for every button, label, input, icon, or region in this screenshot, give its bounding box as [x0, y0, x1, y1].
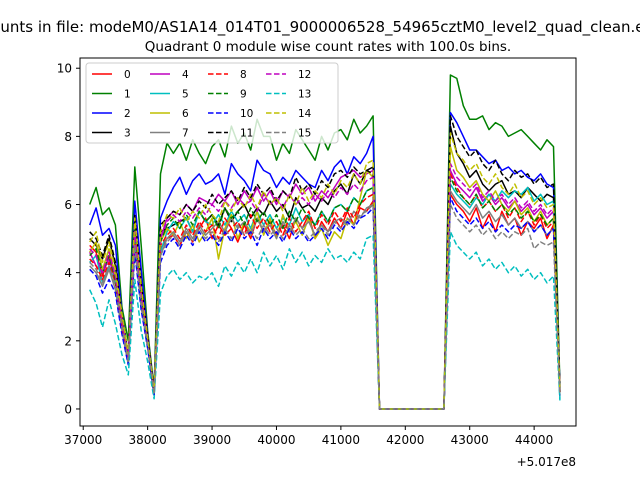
x-tick-label: 44000 [515, 433, 553, 447]
legend-label-6: 6 [182, 108, 189, 120]
x-offset-label: +5.017e8 [517, 455, 576, 469]
series-line-11 [89, 115, 561, 410]
x-tick-label: 41000 [322, 433, 360, 447]
legend-label-10: 10 [240, 108, 253, 120]
y-tick-label: 4 [64, 266, 72, 280]
legend-label-1: 1 [124, 89, 131, 101]
legend-label-11: 11 [240, 128, 253, 140]
legend-label-0: 0 [124, 69, 131, 81]
figure-suptitle: Counts in file: modeM0/AS1A14_014T01_900… [0, 18, 640, 37]
series-lines [88, 74, 561, 410]
series-line-13 [89, 231, 561, 410]
y-tick-label: 10 [57, 62, 72, 76]
series-line-14 [89, 132, 561, 410]
y-axis: 0 2 4 6 8 10 [57, 62, 80, 416]
legend-label-9: 9 [240, 89, 247, 101]
x-axis: 37000 38000 39000 40000 41000 42000 43000 44000 [64, 426, 553, 447]
series-line-8 [89, 173, 561, 410]
x-tick-label: 38000 [129, 433, 167, 447]
series-line-12 [89, 162, 561, 410]
legend-label-3: 3 [124, 128, 131, 140]
legend-label-2: 2 [124, 108, 131, 120]
legend-label-4: 4 [182, 69, 189, 81]
x-tick-label: 43000 [451, 433, 489, 447]
legend-label-5: 5 [182, 89, 189, 101]
series-line-2 [88, 111, 561, 410]
series-line-3 [89, 125, 561, 410]
legend-label-13: 13 [298, 89, 311, 101]
series-line-7 [89, 190, 561, 410]
legend-box [85, 62, 339, 144]
y-tick-label: 2 [64, 334, 72, 348]
legend-label-7: 7 [182, 128, 189, 140]
legend-label-15: 15 [298, 128, 311, 140]
x-tick-label: 40000 [257, 433, 295, 447]
y-tick-label: 0 [64, 402, 72, 416]
legend-label-14: 14 [298, 108, 312, 120]
x-tick-label: 37000 [64, 433, 102, 447]
y-tick-label: 8 [64, 130, 72, 144]
series-line-15 [89, 203, 561, 410]
legend-label-12: 12 [298, 69, 311, 81]
x-tick-label: 42000 [386, 433, 424, 447]
legend-label-8: 8 [240, 69, 247, 81]
x-tick-label: 39000 [193, 433, 231, 447]
plot-frame [79, 57, 577, 427]
y-tick-label: 6 [64, 198, 72, 212]
series-line-10 [89, 196, 561, 410]
series-line-9 [89, 176, 561, 410]
series-line-6 [89, 145, 561, 410]
chart-title: Quadrant 0 module wise count rates with … [145, 39, 511, 55]
